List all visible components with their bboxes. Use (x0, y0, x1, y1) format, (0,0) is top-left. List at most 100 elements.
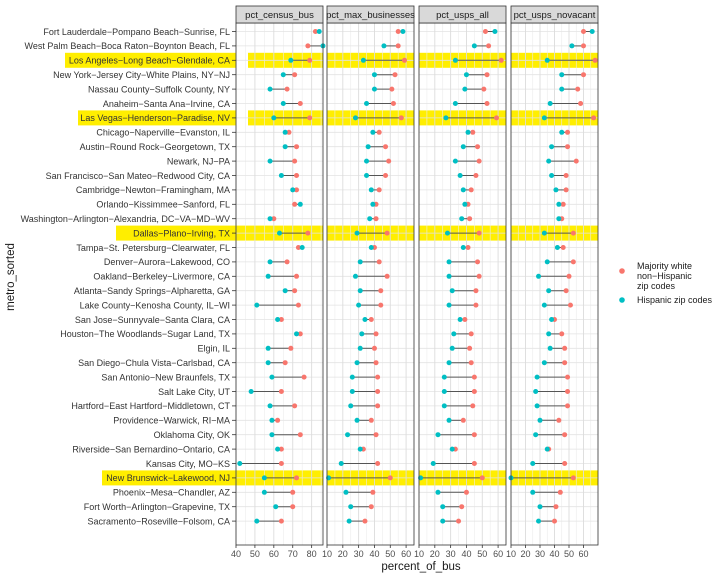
x-tick-label: 60 (401, 549, 411, 559)
point-majority-white (292, 158, 298, 164)
point-majority-white (373, 216, 379, 222)
point-hispanic (444, 230, 450, 236)
point-hispanic (261, 475, 267, 481)
facet-strip (326, 5, 415, 24)
point-hispanic (441, 374, 447, 380)
point-hispanic (280, 72, 286, 78)
point-hispanic (556, 216, 562, 222)
point-majority-white (368, 317, 374, 322)
point-majority-white (565, 374, 571, 380)
point-majority-white (565, 129, 571, 135)
point-hispanic (452, 158, 458, 164)
point-hispanic (282, 144, 288, 150)
point-majority-white (288, 345, 294, 351)
point-hispanic (381, 43, 387, 49)
point-majority-white (297, 101, 303, 106)
point-majority-white (373, 432, 379, 438)
point-majority-white (565, 144, 571, 150)
point-hispanic (294, 331, 300, 337)
x-tick-label: 20 (338, 549, 348, 559)
facet-panel-pct_census_bus: 40 50 60 70 80 pct_census_bus (231, 5, 326, 559)
point-hispanic (267, 216, 273, 222)
point-majority-white (563, 288, 569, 294)
point-majority-white (370, 489, 376, 495)
point-hispanic (541, 360, 547, 366)
point-hispanic (435, 489, 441, 495)
point-majority-white (292, 201, 298, 207)
point-hispanic (364, 158, 370, 164)
point-majority-white (294, 273, 300, 279)
point-majority-white (290, 504, 296, 510)
point-majority-white (278, 518, 284, 524)
point-majority-white (562, 345, 568, 351)
facet-panel-pct_usps_all: 10 20 30 40 50 60 pct_usps_all (414, 5, 507, 559)
point-hispanic (362, 317, 368, 322)
x-tick-label: 20 (430, 549, 440, 559)
point-majority-white (297, 331, 303, 337)
point-majority-white (375, 374, 381, 380)
point-majority-white (371, 345, 377, 351)
point-hispanic (537, 417, 543, 423)
point-majority-white (482, 29, 488, 34)
y-tick-label: Providence−Warwick, RI−MA (113, 416, 230, 426)
point-majority-white (278, 461, 284, 466)
point-hispanic (537, 504, 543, 510)
facet-strip-label: pct_census_bus (245, 10, 314, 21)
point-hispanic (541, 302, 547, 308)
point-hispanic (349, 374, 355, 380)
y-tick-label: Cambridge−Newton−Framingham, MA (76, 185, 230, 195)
y-tick-label: Washington−Arlington−Alexandria, DC−VA−M… (21, 214, 230, 224)
point-majority-white (373, 360, 379, 366)
panel-border (235, 22, 324, 546)
point-hispanic (559, 129, 565, 135)
point-majority-white (307, 57, 313, 63)
point-majority-white (565, 389, 571, 394)
point-majority-white (578, 101, 584, 106)
point-hispanic (265, 345, 271, 351)
point-hispanic (492, 29, 498, 34)
point-hispanic (357, 345, 363, 351)
y-tick-label: Lake County−Kenosha County, IL−WI (80, 300, 230, 310)
point-hispanic (462, 201, 468, 207)
point-hispanic (533, 389, 539, 394)
point-majority-white (292, 288, 298, 294)
point-majority-white (473, 302, 479, 308)
point-majority-white (581, 72, 586, 78)
point-hispanic (282, 129, 288, 135)
y-axis-title: metro_sorted (5, 243, 17, 311)
facet-panel-pct_usps_novacant: 10 20 30 40 50 60 pct_usps_novacant (506, 5, 599, 559)
point-hispanic (371, 72, 377, 78)
point-majority-white (581, 43, 586, 49)
point-hispanic (446, 273, 452, 279)
point-majority-white (553, 504, 559, 510)
point-majority-white (376, 187, 382, 193)
point-majority-white (286, 129, 292, 135)
point-hispanic (569, 43, 575, 49)
x-tick-label: 50 (564, 549, 574, 559)
point-hispanic (357, 446, 363, 452)
point-majority-white (290, 489, 296, 495)
point-hispanic (354, 360, 360, 366)
y-tick-label: New York−Jersey City−White Plains, NY−NJ (53, 70, 230, 80)
point-majority-white (395, 43, 401, 49)
point-hispanic (352, 115, 358, 121)
y-tick-label: Riverside−San Bernardino−Ontario, CA (72, 444, 230, 454)
facet-strip-label: pct_usps_all (436, 10, 489, 21)
point-majority-white (384, 273, 390, 279)
point-majority-white (284, 86, 290, 92)
point-majority-white (468, 360, 474, 366)
point-hispanic (546, 158, 552, 164)
point-hispanic (536, 273, 542, 279)
facet-strip-label: pct_max_businesses (326, 10, 415, 21)
point-majority-white (471, 432, 477, 438)
point-majority-white (275, 417, 281, 423)
point-hispanic (267, 86, 273, 92)
point-majority-white (573, 158, 579, 164)
point-majority-white (562, 360, 568, 366)
point-majority-white (368, 504, 374, 510)
point-hispanic (446, 417, 452, 423)
point-hispanic (556, 201, 562, 207)
x-tick-label: 70 (288, 549, 298, 559)
point-majority-white (562, 461, 568, 466)
